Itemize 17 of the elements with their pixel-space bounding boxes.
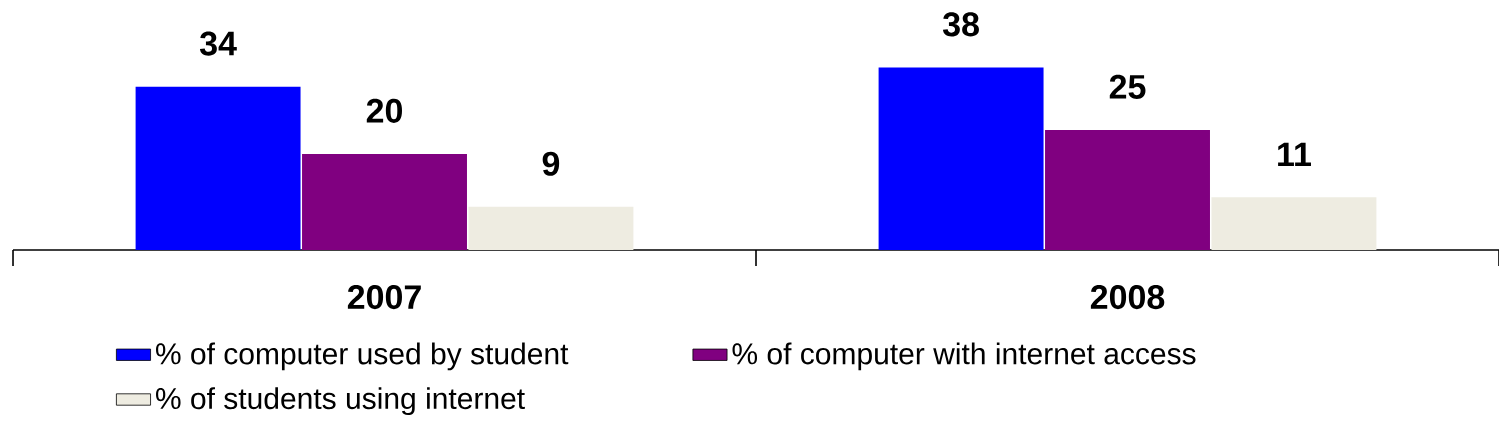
data-label: 34 bbox=[199, 31, 237, 56]
x-tick-label: 2008 bbox=[1090, 285, 1165, 310]
bar bbox=[1211, 197, 1377, 250]
data-label: 11 bbox=[1278, 142, 1311, 167]
bar bbox=[135, 86, 301, 250]
x-tick-label: 2007 bbox=[347, 285, 421, 310]
data-label: 25 bbox=[1109, 74, 1146, 99]
bar bbox=[878, 67, 1044, 250]
bar bbox=[302, 153, 467, 250]
legend-label: % of computer with internet access bbox=[732, 342, 1196, 371]
data-label: 9 bbox=[542, 151, 560, 176]
data-label: 20 bbox=[366, 98, 403, 123]
data-label: 38 bbox=[942, 12, 979, 37]
bar bbox=[468, 206, 634, 250]
legend-label: % of computer used by student bbox=[156, 342, 569, 371]
bar bbox=[1045, 129, 1210, 250]
legend-label: % of students using internet bbox=[156, 387, 525, 416]
